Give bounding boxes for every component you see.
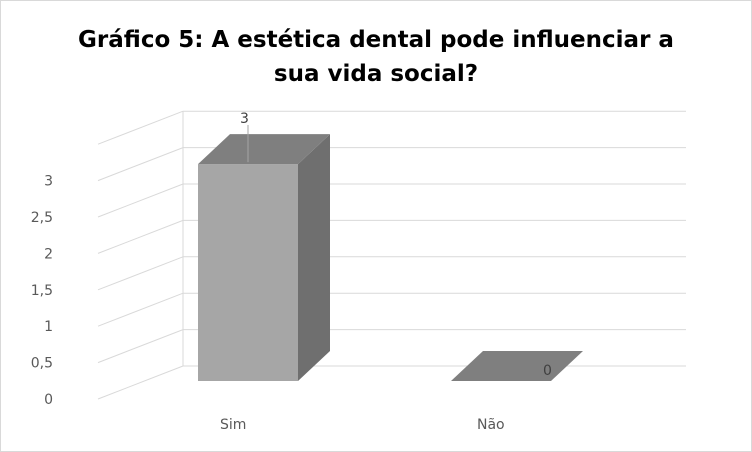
bar-top	[198, 134, 330, 165]
bars	[198, 134, 583, 381]
x-category-label: Não	[477, 417, 505, 433]
data-labels: 30	[240, 111, 552, 379]
gridline-diagonal	[97, 183, 184, 218]
gridline-diagonal	[97, 365, 184, 400]
gridline-diagonal	[97, 292, 184, 327]
y-tick-label: 2,5	[31, 210, 53, 226]
gridlines	[97, 110, 686, 400]
gridline-diagonal	[97, 219, 184, 254]
bar-top	[451, 351, 583, 381]
y-tick-label: 0	[44, 392, 53, 408]
gridline-diagonal	[97, 329, 184, 364]
x-category-label: Sim	[220, 417, 246, 433]
y-tick-label: 1,5	[31, 283, 53, 299]
data-label: 0	[543, 363, 552, 379]
bar-front	[198, 164, 298, 381]
y-tick-label: 2	[44, 246, 53, 262]
y-tick-label: 3	[44, 174, 53, 190]
gridline-diagonal	[97, 256, 184, 291]
x-axis-categories: Sim Não	[220, 417, 505, 433]
data-label: 3	[240, 111, 249, 127]
y-tick-label: 0,5	[31, 356, 53, 372]
gridline-diagonal	[97, 147, 184, 182]
y-axis-ticks: 0 0,5 1 1,5 2 2,5 3	[31, 174, 53, 408]
bar-side	[298, 134, 330, 381]
chart-title: Gráfico 5: A estética dental pode influe…	[78, 27, 674, 87]
gridline-diagonal	[97, 110, 184, 145]
y-tick-label: 1	[44, 319, 53, 335]
